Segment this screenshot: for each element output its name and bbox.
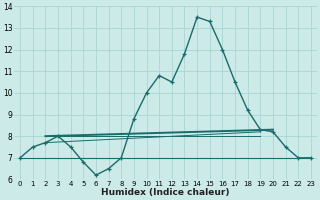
- X-axis label: Humidex (Indice chaleur): Humidex (Indice chaleur): [101, 188, 230, 197]
